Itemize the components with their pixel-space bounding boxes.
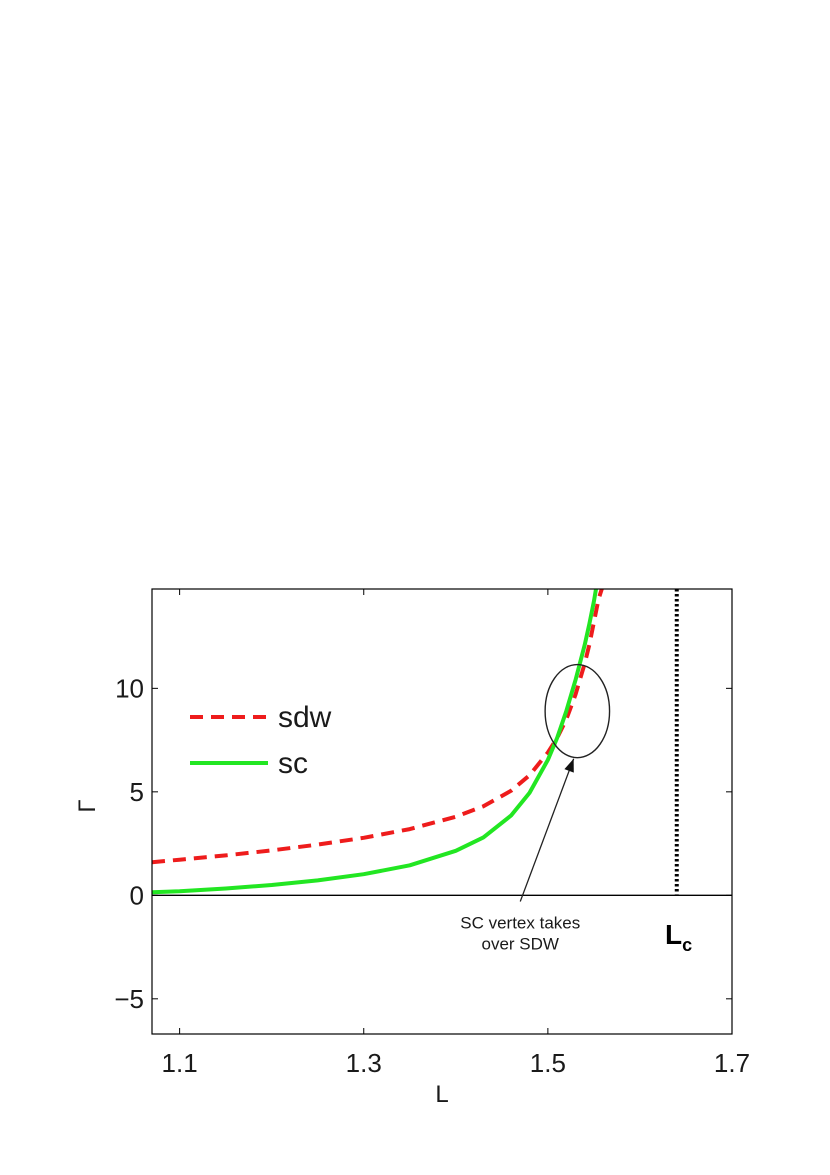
y-axis-label: Γ <box>74 799 101 812</box>
y-tick-label: −5 <box>114 984 144 1014</box>
series-sc-line <box>152 589 599 895</box>
x-axis-label: L <box>435 1081 448 1108</box>
ticks: 1.1 1.3 1.5 1.7 10 5 0 −5 <box>114 589 750 1078</box>
legend-label-sc: sc <box>278 747 308 780</box>
x-tick-label: 1.7 <box>714 1048 750 1078</box>
lc-label-sub: c <box>682 935 692 955</box>
x-tick-label: 1.5 <box>530 1048 566 1078</box>
annotation-layer: SC vertex takes over SDW <box>460 663 611 954</box>
annotation-arrowhead <box>564 758 574 773</box>
x-tick-label: 1.1 <box>162 1048 198 1078</box>
x-tick-label: 1.3 <box>346 1048 382 1078</box>
lc-label: Lc <box>665 919 692 955</box>
series-sdw-line <box>152 589 604 865</box>
annotation-text-line: SC vertex takes <box>460 914 580 933</box>
plot-frame <box>151 588 733 1035</box>
legend: sdw sc <box>190 701 332 780</box>
reference-lines <box>152 589 732 896</box>
legend-label-sdw: sdw <box>278 701 332 734</box>
crossing-circle <box>544 663 611 759</box>
series-layer <box>152 589 604 895</box>
y-tick-label: 0 <box>130 880 144 910</box>
lc-label-main: L <box>665 919 682 950</box>
annotation-arrow-line <box>519 758 575 902</box>
y-tick-label: 10 <box>115 673 144 703</box>
annotation-text-line: over SDW <box>482 935 559 954</box>
y-tick-label: 5 <box>130 777 144 807</box>
